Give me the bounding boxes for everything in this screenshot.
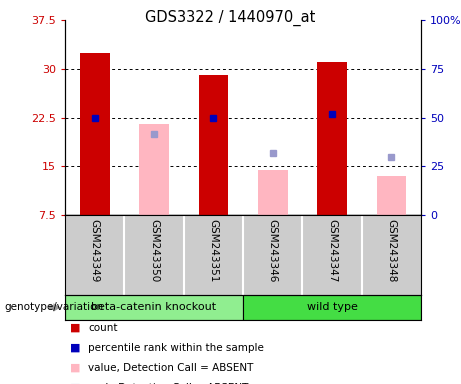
Text: GSM243348: GSM243348 — [386, 219, 396, 282]
Bar — [199, 75, 228, 215]
Text: genotype/variation: genotype/variation — [5, 303, 104, 313]
Bar — [65, 295, 243, 320]
Bar — [258, 169, 288, 215]
Text: beta-catenin knockout: beta-catenin knockout — [91, 303, 217, 313]
Text: count: count — [88, 323, 118, 333]
Text: wild type: wild type — [307, 303, 357, 313]
Text: ■: ■ — [70, 343, 80, 353]
Bar — [243, 295, 421, 320]
Text: rank, Detection Call = ABSENT: rank, Detection Call = ABSENT — [88, 383, 248, 384]
Text: GDS3322 / 1440970_at: GDS3322 / 1440970_at — [145, 10, 316, 26]
Text: GSM243351: GSM243351 — [208, 219, 219, 282]
Text: value, Detection Call = ABSENT: value, Detection Call = ABSENT — [88, 363, 254, 373]
Text: GSM243349: GSM243349 — [90, 219, 100, 282]
Text: GSM243350: GSM243350 — [149, 219, 159, 282]
Bar — [377, 176, 406, 215]
Text: percentile rank within the sample: percentile rank within the sample — [88, 343, 264, 353]
Text: GSM243347: GSM243347 — [327, 219, 337, 282]
Text: ■: ■ — [70, 383, 80, 384]
Bar — [317, 62, 347, 215]
Text: ■: ■ — [70, 323, 80, 333]
Bar — [80, 53, 110, 215]
Text: GSM243346: GSM243346 — [268, 219, 278, 282]
Text: ■: ■ — [70, 363, 80, 373]
Bar — [139, 124, 169, 215]
